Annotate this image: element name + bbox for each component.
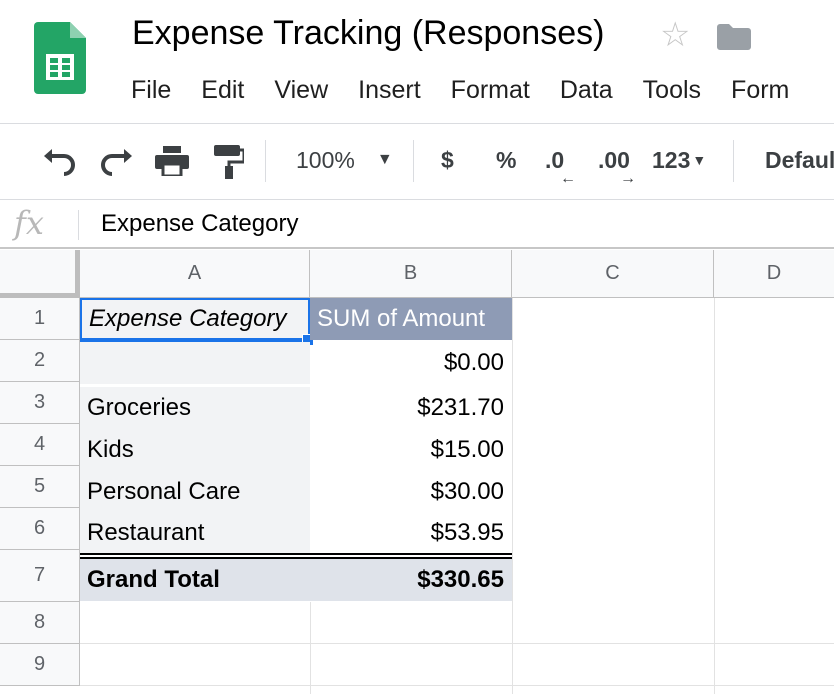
cell-b4[interactable]: $15.00 (430, 436, 504, 463)
star-icon[interactable]: ☆ (660, 16, 691, 54)
gridline (80, 643, 834, 644)
column-header-b[interactable]: B (310, 250, 512, 298)
menu-edit[interactable]: Edit (201, 76, 245, 104)
cell-b1[interactable]: SUM of Amount (310, 298, 512, 340)
cell-a3[interactable]: Groceries (80, 387, 310, 429)
menu-file[interactable]: File (131, 76, 172, 104)
select-all-corner[interactable] (0, 250, 80, 298)
more-formats-label: 123 (652, 146, 691, 173)
increase-decimal-label: .00 (598, 146, 630, 173)
row-header-9[interactable]: 9 (0, 644, 80, 686)
menu-insert[interactable]: Insert (358, 76, 421, 104)
cell-a6[interactable]: Restaurant (80, 513, 310, 553)
menu-bar: File Edit View Insert Format Data Tools … (131, 76, 819, 105)
percent-format-button[interactable]: % (496, 146, 517, 173)
row-header-8[interactable]: 8 (0, 602, 80, 644)
sheets-logo-icon[interactable] (34, 22, 86, 94)
menu-data[interactable]: Data (559, 76, 613, 104)
arrow-right-icon: → (620, 170, 636, 187)
cell-b3[interactable]: $231.70 (417, 394, 504, 421)
cell-a7-grand-total[interactable]: Grand Total (80, 559, 310, 601)
increase-decimal-button[interactable]: .00 (598, 138, 630, 182)
cell-b7-grand-total[interactable]: $330.65 (310, 559, 512, 601)
gridline (310, 602, 311, 694)
row-header-5[interactable]: 5 (0, 466, 80, 508)
menu-tools[interactable]: Tools (642, 76, 702, 104)
column-header-c[interactable]: C (512, 250, 714, 298)
cell-b2[interactable]: $0.00 (443, 349, 504, 376)
font-select[interactable]: Default (765, 146, 834, 173)
arrow-left-icon: ← (560, 170, 576, 187)
column-header-d[interactable]: D (714, 250, 834, 298)
column-header-a[interactable]: A (80, 250, 310, 298)
cell-a4[interactable]: Kids (80, 429, 310, 471)
gridline (512, 298, 513, 694)
toolbar-divider (265, 140, 266, 182)
row-header-2[interactable]: 2 (0, 340, 80, 382)
row-header-1[interactable]: 1 (0, 298, 80, 340)
formula-bar-divider (78, 210, 79, 240)
row-header-7[interactable]: 7 (0, 550, 80, 602)
row-header-3[interactable]: 3 (0, 382, 80, 424)
zoom-value: 100% (296, 146, 355, 173)
row-header-4[interactable]: 4 (0, 424, 80, 466)
folder-icon[interactable] (717, 24, 751, 50)
fx-icon: fx (14, 204, 44, 242)
total-double-border (80, 553, 512, 559)
row-header-6[interactable]: 6 (0, 508, 80, 550)
decrease-decimal-button[interactable]: .0 (545, 138, 564, 182)
decrease-decimal-label: .0 (545, 146, 565, 173)
cell-a1-selected[interactable]: Expense Category (80, 298, 310, 342)
formula-bar-input[interactable]: Expense Category (101, 210, 299, 237)
redo-icon[interactable] (100, 146, 134, 176)
gridline (714, 298, 715, 694)
cell-a5[interactable]: Personal Care (80, 471, 310, 513)
cell-a2[interactable] (80, 342, 310, 384)
menu-form[interactable]: Form (731, 76, 790, 104)
formula-bar-bottom (0, 247, 834, 249)
gridline (80, 685, 834, 686)
cell-b5[interactable]: $30.00 (430, 478, 504, 505)
toolbar-divider-line (0, 199, 834, 200)
chevron-down-icon: ▼ (692, 152, 707, 168)
zoom-select[interactable]: 100% ▼ (296, 138, 393, 182)
toolbar-divider (733, 140, 734, 182)
currency-format-button[interactable]: $ (441, 146, 454, 173)
print-icon[interactable] (155, 146, 189, 176)
undo-icon[interactable] (42, 146, 76, 176)
document-title[interactable]: Expense Tracking (Responses) (132, 14, 605, 52)
menu-view[interactable]: View (274, 76, 329, 104)
more-formats-button[interactable]: 123 ▼ (652, 138, 706, 182)
paint-format-icon[interactable] (214, 145, 244, 179)
cell-b6[interactable]: $53.95 (430, 519, 504, 546)
toolbar-divider (413, 140, 414, 182)
chevron-down-icon: ▼ (376, 151, 393, 168)
header-divider (0, 123, 834, 124)
menu-format[interactable]: Format (450, 76, 530, 104)
